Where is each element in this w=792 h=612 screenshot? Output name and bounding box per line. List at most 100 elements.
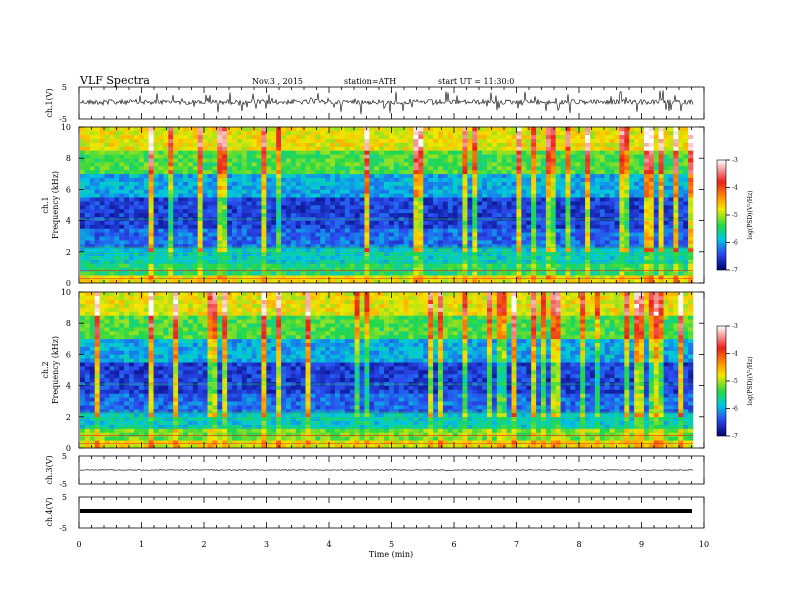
- spectrogram-cell: [604, 127, 610, 132]
- spectrogram-cell: [540, 185, 547, 190]
- spectrogram-cell: [683, 177, 689, 182]
- spectrogram-cell: [501, 154, 507, 159]
- spectrogram-cell: [491, 271, 498, 276]
- spectrogram-cell: [222, 150, 228, 155]
- spectrogram-cell: [364, 150, 370, 155]
- spectrogram-cell: [506, 130, 512, 136]
- spectrogram-cell: [114, 228, 120, 233]
- spectrogram-cell: [315, 138, 321, 143]
- spectrogram-cell: [173, 154, 179, 159]
- spectrogram-cell: [173, 130, 179, 136]
- spectrogram-cell: [369, 173, 375, 178]
- spectrogram-cell: [643, 162, 650, 167]
- spectrogram-cell: [187, 263, 194, 268]
- spectrogram-cell: [290, 158, 297, 163]
- spectrogram-cell: [639, 224, 645, 229]
- spectrogram-cell: [99, 251, 105, 256]
- spectrogram-cell: [506, 150, 512, 155]
- spectrogram-cell: [575, 255, 581, 260]
- spectrogram-cell: [114, 255, 120, 260]
- spectrogram-cell: [207, 275, 213, 280]
- spectrogram-cell: [457, 162, 463, 167]
- spectrogram-cell: [580, 189, 586, 194]
- spectrogram-cell: [276, 263, 282, 268]
- spectrogram-cell: [285, 259, 292, 264]
- spectrogram-cell: [433, 150, 439, 155]
- spectrogram-cell: [540, 189, 547, 194]
- spectrogram-cell: [624, 134, 630, 139]
- spectrogram-cell: [379, 189, 385, 194]
- spectrogram-cell: [482, 201, 488, 206]
- spectrogram-cell: [182, 154, 189, 159]
- spectrogram-cell: [482, 142, 488, 147]
- spectrogram-cell: [393, 162, 400, 167]
- spectrogram-cell: [290, 263, 297, 268]
- spectrogram-cell: [423, 142, 429, 147]
- spectrogram-cell: [683, 228, 689, 233]
- spectrogram-cell: [182, 224, 189, 229]
- spectrogram-cell: [467, 169, 473, 175]
- spectrogram-cell: [379, 177, 385, 182]
- spectrogram-cell: [384, 228, 390, 233]
- spectrogram-cell: [594, 189, 601, 194]
- spectrogram-cell: [678, 138, 684, 143]
- spectrogram-cell: [305, 193, 311, 198]
- spectrogram-cell: [501, 130, 507, 136]
- spectrogram-cell: [109, 189, 115, 194]
- spectrogram-cell: [266, 267, 272, 272]
- spectrogram-cell: [109, 158, 115, 163]
- spectrogram-cell: [84, 166, 91, 171]
- spectrogram-cell: [398, 279, 404, 284]
- spectrogram-cell: [501, 162, 507, 167]
- spectrogram-cell: [305, 208, 311, 214]
- spectrogram-cell: [124, 185, 130, 190]
- spectrogram-cell: [560, 185, 566, 190]
- spectrogram-cell: [271, 162, 277, 167]
- spectrogram-cell: [462, 162, 468, 167]
- spectrogram-cell: [256, 169, 262, 175]
- spectrogram-cell: [335, 244, 341, 249]
- spectrogram-cell: [619, 166, 625, 171]
- spectrogram-cell: [148, 177, 154, 182]
- spectrogram-cell: [89, 181, 96, 186]
- spectrogram-cell: [531, 189, 537, 194]
- spectrogram-cell: [256, 279, 262, 284]
- spectrogram-cell: [575, 166, 581, 171]
- spectrogram-cell: [629, 150, 635, 155]
- spectrogram-cell: [232, 205, 238, 210]
- spectrogram-cell: [192, 240, 198, 245]
- spectrogram-cell: [192, 220, 198, 225]
- spectrogram-cell: [197, 232, 203, 237]
- spectrogram-cell: [163, 201, 169, 206]
- spectrogram-cell: [94, 177, 100, 182]
- spectrogram-cell: [506, 177, 512, 182]
- spectrogram-cell: [560, 263, 566, 268]
- spectrogram-cell: [281, 177, 287, 182]
- spectrogram-cell: [614, 228, 620, 233]
- spectrogram-cell: [266, 127, 272, 132]
- spectrogram-cell: [555, 255, 561, 260]
- spectrogram-cell: [428, 251, 434, 256]
- spectrogram-cell: [688, 244, 694, 249]
- spectrogram-cell: [545, 134, 552, 139]
- spectrogram-cell: [335, 134, 341, 139]
- spectrogram-cell: [212, 255, 218, 260]
- spectrogram-cell: [300, 259, 306, 264]
- spectrogram-cell: [320, 251, 326, 256]
- spectrogram-cell: [496, 197, 503, 202]
- spectrogram-cell: [315, 240, 321, 245]
- spectrogram-cell: [207, 247, 213, 253]
- spectrogram-cell: [80, 138, 86, 143]
- spectrogram-cell: [521, 193, 527, 198]
- spectrogram-cell: [643, 142, 650, 147]
- spectrogram-cell: [428, 173, 434, 178]
- spectrogram-cell: [624, 279, 630, 284]
- spectrogram-cell: [585, 267, 591, 272]
- spectrogram-cell: [614, 169, 620, 175]
- spectrogram-cell: [305, 142, 311, 147]
- spectrogram-cell: [604, 236, 610, 241]
- spectrogram-cell: [379, 251, 385, 256]
- spectrogram-cell: [285, 150, 292, 155]
- spectrogram-cell: [604, 271, 610, 276]
- spectrogram-cell: [124, 169, 130, 175]
